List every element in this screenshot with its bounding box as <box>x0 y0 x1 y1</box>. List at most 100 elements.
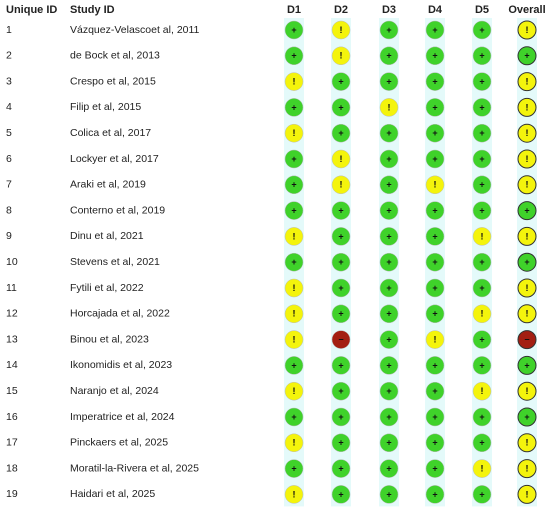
judgment-symbol: + <box>338 438 343 448</box>
judgment-symbol: ! <box>526 386 529 396</box>
judgment-circle <box>379 356 399 375</box>
judgment-circle <box>472 278 492 298</box>
judgment-circle <box>425 175 445 195</box>
judgment-circle <box>331 407 351 427</box>
judgment-symbol: ! <box>526 128 529 138</box>
judgment-circle <box>379 252 399 272</box>
judgment-symbol: + <box>338 205 343 215</box>
judgment-circle <box>517 72 537 92</box>
judgment-circle <box>284 304 304 324</box>
judgment-symbol: + <box>524 360 529 370</box>
study-id: Lockyer et al, 2017 <box>70 153 159 165</box>
judgment-symbol: + <box>291 412 296 422</box>
judgment-symbol: ! <box>526 283 529 293</box>
judgment-circle <box>379 20 399 40</box>
judgment-symbol: + <box>432 102 437 112</box>
judgment-symbol: ! <box>340 154 343 164</box>
judgment-circle <box>425 46 445 66</box>
judgment-circle <box>379 123 399 143</box>
judgment-circle <box>425 252 445 272</box>
study-id: Vázquez-Velascoet al, 2011 <box>70 24 200 36</box>
judgment-circle <box>284 72 304 91</box>
judgment-circle <box>284 123 304 143</box>
study-id: Binou et al, 2023 <box>70 333 149 345</box>
unique-id: 5 <box>6 127 12 139</box>
column-header: Unique ID <box>6 4 57 16</box>
unique-id: 1 <box>6 24 12 36</box>
judgment-circle <box>284 278 304 298</box>
study-id: Filip et al, 2015 <box>70 101 141 113</box>
judgment-symbol: + <box>479 154 484 164</box>
unique-id: 9 <box>6 230 12 242</box>
judgment-symbol: + <box>432 463 437 473</box>
judgment-circle <box>331 304 351 324</box>
study-id: Dinu et al, 2021 <box>70 230 144 242</box>
judgment-circle <box>284 20 304 40</box>
judgment-circle <box>331 20 351 40</box>
judgment-circle <box>284 330 304 349</box>
unique-id: 17 <box>6 437 18 449</box>
unique-id: 6 <box>6 153 12 165</box>
judgment-circle <box>331 252 351 272</box>
judgment-symbol: ! <box>526 25 529 35</box>
judgment-circle <box>379 72 399 91</box>
judgment-circle <box>331 278 351 298</box>
judgment-circle <box>517 330 537 350</box>
judgment-circle <box>284 459 304 478</box>
judgment-symbol: ! <box>526 102 529 112</box>
judgment-symbol: + <box>386 51 391 61</box>
judgment-circle <box>472 98 492 117</box>
judgment-symbol: + <box>432 51 437 61</box>
judgment-symbol: + <box>386 360 391 370</box>
column-header: Study ID <box>70 4 115 16</box>
judgment-symbol: + <box>386 386 391 396</box>
judgment-symbol: + <box>524 51 529 61</box>
judgment-circle <box>472 227 492 246</box>
judgment-circle <box>472 381 492 401</box>
judgment-symbol: ! <box>340 25 343 35</box>
judgment-symbol: + <box>432 309 437 319</box>
judgment-circle <box>425 123 445 143</box>
judgment-circle <box>472 175 492 195</box>
judgment-symbol: + <box>479 180 484 190</box>
judgment-symbol: + <box>338 386 343 396</box>
judgment-circle <box>379 278 399 298</box>
judgment-symbol: − <box>338 334 343 344</box>
judgment-circle <box>517 97 537 117</box>
judgment-circle <box>425 356 445 375</box>
judgment-symbol: + <box>338 360 343 370</box>
judgment-symbol: + <box>432 489 437 499</box>
judgment-symbol: + <box>432 205 437 215</box>
judgment-circle <box>517 226 537 246</box>
judgment-symbol: ! <box>388 102 391 112</box>
judgment-circle <box>425 330 445 349</box>
judgment-circle <box>331 98 351 117</box>
study-id: Fytili et al, 2022 <box>70 282 144 294</box>
judgment-circle <box>425 98 445 117</box>
judgment-symbol: + <box>432 76 437 86</box>
judgment-symbol: + <box>479 283 484 293</box>
judgment-symbol: + <box>432 438 437 448</box>
unique-id: 10 <box>6 256 18 268</box>
judgment-circle <box>472 459 492 478</box>
judgment-circle <box>284 227 304 246</box>
judgment-symbol: + <box>291 154 296 164</box>
judgment-symbol: ! <box>526 309 529 319</box>
judgment-symbol: + <box>524 205 529 215</box>
judgment-symbol: + <box>479 438 484 448</box>
unique-id: 16 <box>6 411 18 423</box>
judgment-symbol: + <box>386 205 391 215</box>
column-header: Overall <box>508 4 545 16</box>
column-header: D4 <box>428 4 443 16</box>
judgment-circle <box>379 407 399 427</box>
judgment-symbol: ! <box>526 76 529 86</box>
unique-id: 14 <box>6 359 18 371</box>
judgment-symbol: + <box>338 257 343 267</box>
judgment-symbol: + <box>386 25 391 35</box>
judgment-symbol: + <box>386 231 391 241</box>
judgment-circle <box>472 123 492 143</box>
judgment-symbol: ! <box>293 438 296 448</box>
judgment-symbol: ! <box>481 386 484 396</box>
judgment-symbol: + <box>338 102 343 112</box>
judgment-circle <box>425 433 445 453</box>
